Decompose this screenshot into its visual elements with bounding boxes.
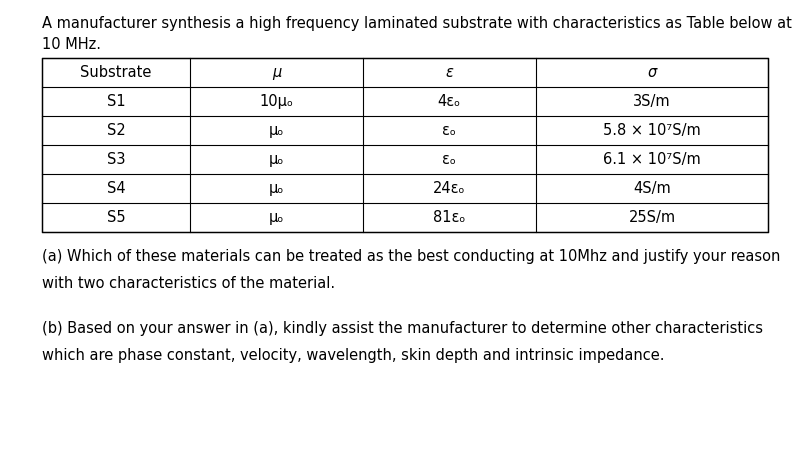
Text: S3: S3 — [107, 152, 125, 167]
Text: μₒ: μₒ — [269, 210, 284, 225]
Text: S5: S5 — [107, 210, 125, 225]
Text: Substrate: Substrate — [80, 65, 152, 80]
Text: μₒ: μₒ — [269, 123, 284, 138]
Text: S4: S4 — [107, 181, 125, 196]
Text: μₒ: μₒ — [269, 181, 284, 196]
Text: (b) Based on your answer in (a), kindly assist the manufacturer to determine oth: (b) Based on your answer in (a), kindly … — [42, 321, 762, 336]
Text: (a) Which of these materials can be treated as the best conducting at 10Mhz and : (a) Which of these materials can be trea… — [42, 249, 780, 265]
Text: 5.8 × 10⁷S/m: 5.8 × 10⁷S/m — [602, 123, 700, 138]
Text: S2: S2 — [107, 123, 125, 138]
Text: with two characteristics of the material.: with two characteristics of the material… — [42, 276, 334, 291]
Text: 6.1 × 10⁷S/m: 6.1 × 10⁷S/m — [602, 152, 700, 167]
Text: which are phase constant, velocity, wavelength, skin depth and intrinsic impedan: which are phase constant, velocity, wave… — [42, 348, 663, 363]
Text: μₒ: μₒ — [269, 152, 284, 167]
Text: 10 MHz.: 10 MHz. — [42, 37, 100, 52]
Text: μ: μ — [272, 65, 281, 80]
Text: 25S/m: 25S/m — [628, 210, 674, 225]
Text: S1: S1 — [107, 94, 125, 109]
Text: εₒ: εₒ — [442, 152, 456, 167]
Text: 10μₒ: 10μₒ — [259, 94, 294, 109]
Text: ε: ε — [445, 65, 452, 80]
Text: σ: σ — [646, 65, 656, 80]
Text: εₒ: εₒ — [442, 123, 456, 138]
Text: 4εₒ: 4εₒ — [437, 94, 460, 109]
Text: A manufacturer synthesis a high frequency laminated substrate with characteristi: A manufacturer synthesis a high frequenc… — [42, 16, 791, 31]
Text: 3S/m: 3S/m — [633, 94, 670, 109]
Text: 24εₒ: 24εₒ — [432, 181, 465, 196]
Text: 4S/m: 4S/m — [632, 181, 670, 196]
Text: 81εₒ: 81εₒ — [432, 210, 465, 225]
